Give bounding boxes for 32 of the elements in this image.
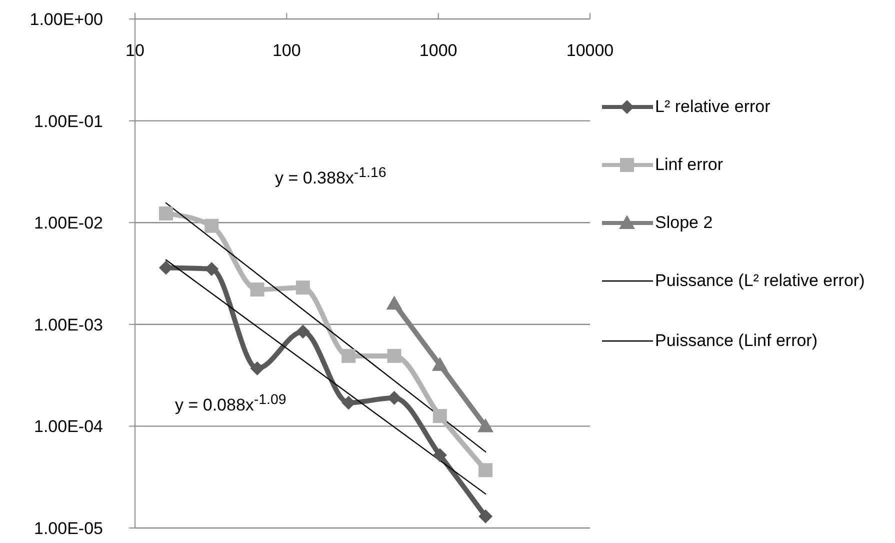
annotation: y = 0.388x$^{-1.16}$ (275, 165, 386, 189)
point (250, 282, 264, 297)
x-tick-label: 10000 (566, 41, 614, 60)
point (387, 390, 402, 405)
point (158, 260, 173, 275)
point (478, 463, 493, 478)
legend-label: L² relative error (655, 96, 772, 118)
point (296, 324, 310, 339)
y-tick-label: 1.00E-01 (34, 112, 103, 131)
x-tick-label: 1000 (419, 41, 458, 60)
point (158, 206, 173, 220)
legend-label: Slope 2 (655, 212, 714, 234)
y-tick-label: 1.00E-02 (34, 214, 103, 233)
annotation: y = 0.088x$^{-1.09}$ (175, 392, 286, 416)
point (342, 348, 356, 363)
legend-label: Linf error (655, 154, 724, 176)
legend-label: Puissance (L² relative error) (655, 270, 866, 292)
point (296, 280, 310, 295)
point (478, 509, 493, 524)
y-tick-label: 1.00E-05 (34, 519, 103, 538)
point (432, 408, 447, 423)
x-tick-label: 100 (272, 41, 301, 60)
point (204, 218, 219, 233)
x-tick-label: 10 (126, 41, 144, 60)
point (432, 448, 447, 462)
point (387, 348, 402, 363)
point (250, 361, 264, 376)
y-tick-label: 1.00E-03 (34, 315, 103, 334)
legend-label: Puissance (Linf error) (655, 330, 819, 352)
y-tick-label: 1.00E+00 (30, 10, 103, 29)
point (204, 262, 219, 276)
y-tick-label: 1.00E-04 (34, 417, 103, 436)
